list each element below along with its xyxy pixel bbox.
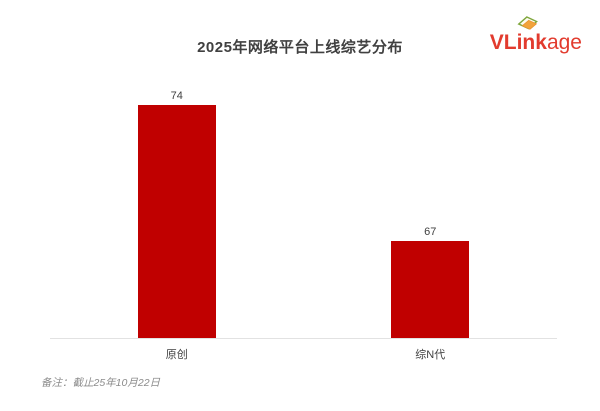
category-label: 原创 [165, 349, 188, 361]
bar [137, 105, 216, 339]
vlinkage-diamond-icon [517, 16, 538, 30]
bar-value-label: 74 [170, 90, 183, 102]
category-axis: 原创 综N代 [50, 346, 557, 362]
bar-chart-plot: 74 67 [50, 66, 557, 339]
bar [391, 241, 470, 339]
bar-value-label: 67 [424, 226, 437, 238]
footnote: 备注：截止25年10月22日 [41, 377, 161, 389]
bar-slot: 74 [50, 66, 304, 339]
chart-title: 2025年网络平台上线综艺分布 [197, 39, 403, 56]
logo-text-light: age [546, 31, 582, 54]
logo: VLinkage [489, 16, 582, 54]
logo-text-bold: VLink [489, 31, 547, 54]
category-label: 综N代 [415, 349, 446, 361]
x-axis-line [50, 338, 557, 339]
bar-slot: 67 [304, 66, 558, 339]
